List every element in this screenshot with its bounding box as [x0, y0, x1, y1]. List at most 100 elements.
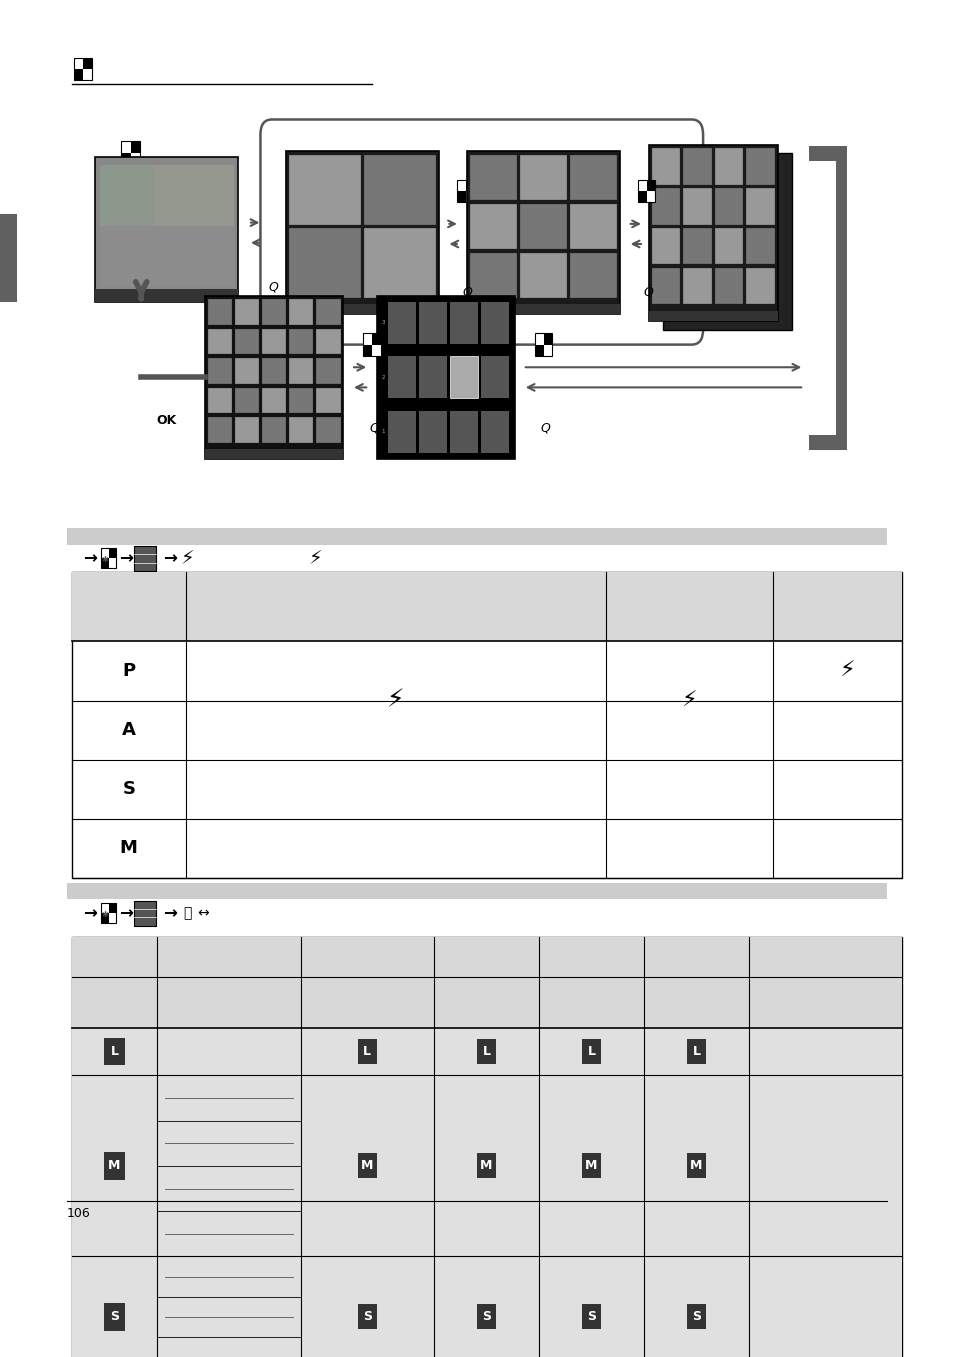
Bar — [581, 1153, 600, 1178]
Bar — [262, 417, 286, 442]
Bar — [71, 1027, 901, 1075]
Text: →: → — [83, 550, 96, 567]
Bar — [456, 180, 474, 202]
Bar — [450, 357, 478, 399]
Bar — [450, 411, 478, 453]
Bar — [745, 228, 774, 265]
Bar — [357, 1304, 376, 1330]
Bar — [714, 269, 742, 304]
Bar — [263, 189, 272, 199]
Bar — [651, 148, 679, 185]
Bar — [100, 225, 233, 286]
Text: ⚡: ⚡ — [180, 550, 193, 569]
Text: Q: Q — [369, 421, 378, 434]
Text: S: S — [362, 1311, 372, 1323]
Text: ⚡: ⚡ — [838, 661, 854, 681]
Text: S: S — [122, 780, 135, 798]
Bar — [481, 411, 509, 453]
Bar — [95, 289, 238, 301]
Bar — [686, 1039, 705, 1064]
Bar — [101, 548, 109, 559]
Bar — [690, 141, 700, 153]
Bar — [682, 148, 711, 185]
Text: ⚡: ⚡ — [308, 550, 321, 569]
Bar — [690, 153, 700, 166]
Bar — [570, 252, 617, 299]
Bar — [686, 1153, 705, 1178]
Bar — [205, 296, 343, 459]
Bar — [100, 164, 153, 225]
Text: →: → — [119, 550, 132, 567]
Bar — [262, 328, 286, 354]
Bar — [208, 388, 232, 414]
Bar — [835, 153, 846, 442]
Text: M: M — [480, 1159, 492, 1172]
Bar — [289, 417, 314, 442]
Bar — [316, 388, 340, 414]
Bar — [234, 417, 259, 442]
Bar — [133, 901, 156, 925]
Bar — [476, 1153, 496, 1178]
Bar — [83, 58, 91, 69]
Bar — [638, 191, 646, 202]
Text: Q: Q — [540, 421, 550, 434]
Bar — [388, 411, 416, 453]
Bar — [104, 1152, 125, 1179]
Bar — [363, 334, 380, 356]
Text: ✱: ✱ — [101, 555, 109, 565]
Bar — [109, 548, 116, 559]
Bar — [648, 311, 777, 320]
Bar — [234, 358, 259, 384]
Text: L: L — [482, 1045, 490, 1058]
Bar — [570, 204, 617, 250]
Bar — [476, 1039, 496, 1064]
Bar — [357, 1039, 376, 1064]
Text: Q: Q — [643, 285, 653, 299]
Bar — [651, 269, 679, 304]
Bar — [316, 358, 340, 384]
Bar — [109, 902, 116, 913]
Text: S: S — [110, 1311, 119, 1323]
Text: L: L — [692, 1045, 700, 1058]
Text: 3: 3 — [381, 320, 385, 326]
Bar — [481, 301, 509, 343]
Bar — [372, 345, 380, 356]
Text: L: L — [111, 1045, 118, 1058]
Bar — [646, 191, 655, 202]
Bar — [646, 180, 655, 191]
Bar — [714, 148, 742, 185]
Bar — [638, 180, 655, 202]
Bar — [680, 141, 700, 166]
Text: →: → — [119, 904, 132, 923]
Bar — [262, 388, 286, 414]
Bar — [71, 938, 901, 1357]
Bar — [388, 357, 416, 399]
Bar — [286, 151, 438, 315]
Bar — [83, 69, 91, 80]
Bar — [104, 1303, 125, 1331]
Bar — [470, 155, 517, 199]
Bar — [71, 573, 901, 878]
Bar — [316, 328, 340, 354]
Text: S: S — [481, 1311, 491, 1323]
Bar — [316, 417, 340, 442]
Text: →: → — [83, 904, 96, 923]
Bar — [100, 164, 233, 286]
Bar — [289, 388, 314, 414]
Bar — [470, 204, 517, 250]
Bar — [543, 345, 552, 356]
Text: ⚡: ⚡ — [387, 688, 404, 712]
Text: ⬜: ⬜ — [183, 906, 191, 920]
Bar — [682, 228, 711, 265]
Bar — [465, 180, 474, 191]
Bar — [234, 388, 259, 414]
Bar — [272, 178, 280, 189]
Text: L: L — [363, 1045, 371, 1058]
Bar — [133, 546, 156, 571]
Bar — [419, 411, 447, 453]
Text: ⚡: ⚡ — [680, 691, 697, 711]
Bar — [745, 189, 774, 224]
Bar — [101, 559, 109, 569]
Bar — [208, 328, 232, 354]
Bar — [71, 1075, 901, 1257]
